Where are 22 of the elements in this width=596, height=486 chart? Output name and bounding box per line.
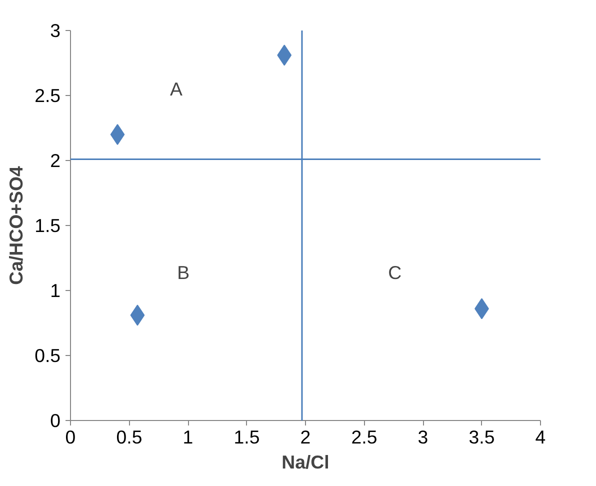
y-axis-title: Ca/HCO+SO4 xyxy=(6,166,27,285)
x-tick-label: 3 xyxy=(418,426,428,448)
y-tick-label: 2.5 xyxy=(34,85,61,106)
x-tick-label: 2 xyxy=(300,426,311,448)
x-tick-label: 0.5 xyxy=(116,426,142,448)
point xyxy=(110,124,125,145)
x-tick-label: 4 xyxy=(535,426,546,448)
x-tick-label: 0 xyxy=(65,426,76,448)
x-tick-label: 1.5 xyxy=(234,426,260,448)
annotation: B xyxy=(177,262,190,283)
y-tick-label: 1 xyxy=(50,280,61,301)
y-tick-label: 2 xyxy=(50,150,61,171)
annotation: A xyxy=(170,78,184,100)
y-tick-label: 0.5 xyxy=(34,345,61,366)
y-tick-label: 0 xyxy=(50,410,61,431)
x-tick-label: 3.5 xyxy=(468,426,495,448)
x-tick-label: 2.5 xyxy=(351,426,378,448)
x-tick-label: 1 xyxy=(182,426,194,448)
annotation: C xyxy=(388,262,402,283)
x-axis-title: Na/Cl xyxy=(282,452,330,472)
y-tick-label: 3 xyxy=(50,20,61,41)
y-tick-label: 1.5 xyxy=(34,215,61,236)
